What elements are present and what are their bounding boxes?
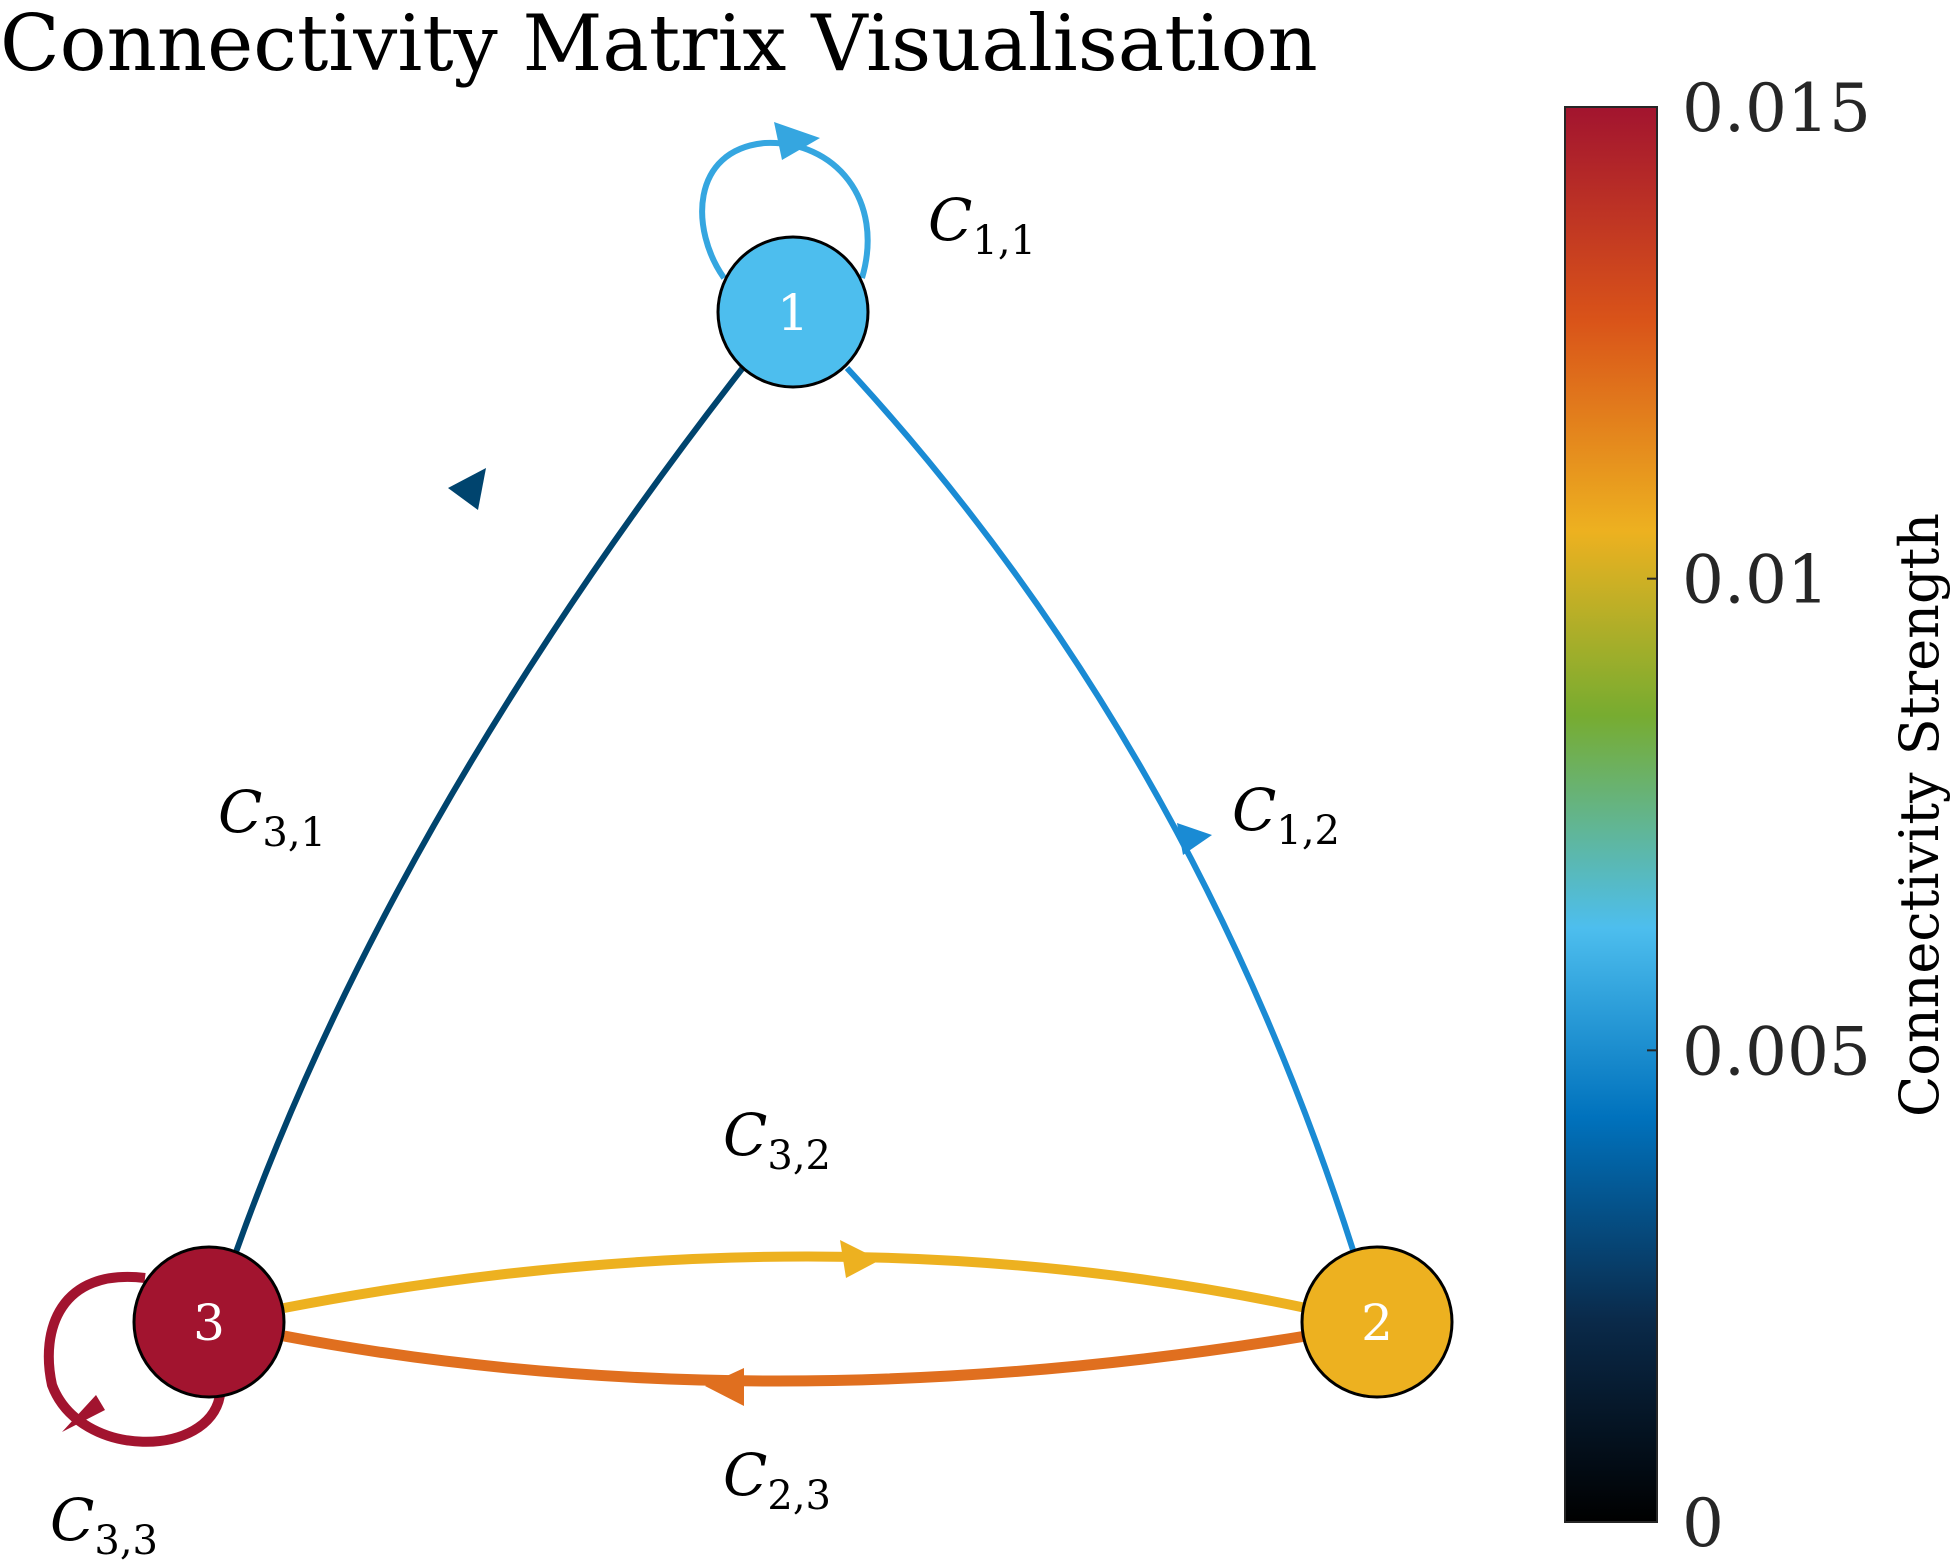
colorbar: 0 0.005 0.01 0.015 Connectivity Strength bbox=[1564, 70, 1951, 1562]
node-2-label: 2 bbox=[1361, 1294, 1393, 1352]
edge-label-3-1: C3,1 bbox=[218, 778, 326, 856]
edge-1-2 bbox=[844, 365, 1356, 1251]
edge-1-1 bbox=[699, 139, 871, 280]
edge-3-1-arrow bbox=[448, 468, 486, 510]
colorbar-tick-label: 0.015 bbox=[1682, 70, 1871, 147]
colorbar-tick-label: 0.005 bbox=[1682, 1013, 1871, 1090]
node-3-label: 3 bbox=[193, 1294, 225, 1352]
node-1-label: 1 bbox=[777, 284, 809, 342]
diagram-title: Connectivity Matrix Visualisation bbox=[0, 0, 1318, 89]
node-2: 2 bbox=[1300, 1245, 1454, 1399]
edge-1-1-arrow bbox=[774, 122, 820, 160]
node-1: 1 bbox=[716, 235, 870, 389]
edge-3-2 bbox=[283, 1251, 1308, 1313]
edge-labels: C1,1 C1,2 C3,1 C3,2 C2,3 C3,3 bbox=[50, 186, 1340, 1564]
edge-2-3 bbox=[282, 1330, 1307, 1387]
colorbar-ticks: 0 0.005 0.01 0.015 bbox=[1647, 70, 1871, 1562]
node-3: 3 bbox=[132, 1245, 286, 1399]
colorbar-label: Connectivity Strength bbox=[1888, 513, 1951, 1117]
edge-1-2-arrow bbox=[1177, 823, 1212, 855]
edge-3-3 bbox=[43, 1271, 225, 1447]
edge-label-3-2: C3,2 bbox=[723, 1101, 831, 1179]
colorbar-gradient bbox=[1564, 106, 1658, 1523]
edge-label-2-3: C2,3 bbox=[723, 1441, 831, 1519]
edges bbox=[43, 122, 1356, 1447]
edge-3-3-arrow bbox=[62, 1395, 105, 1432]
edge-2-3-arrow bbox=[705, 1368, 744, 1406]
edge-3-1 bbox=[233, 363, 748, 1254]
colorbar-tick-label: 0 bbox=[1682, 1485, 1724, 1562]
edge-label-1-2: C1,2 bbox=[1232, 776, 1340, 854]
edge-label-1-1: C1,1 bbox=[928, 186, 1036, 264]
edge-3-2-arrow bbox=[840, 1240, 880, 1278]
colorbar-tick-label: 0.01 bbox=[1682, 542, 1829, 619]
nodes: 1 2 3 bbox=[132, 235, 1454, 1399]
edge-label-3-3: C3,3 bbox=[50, 1486, 158, 1564]
